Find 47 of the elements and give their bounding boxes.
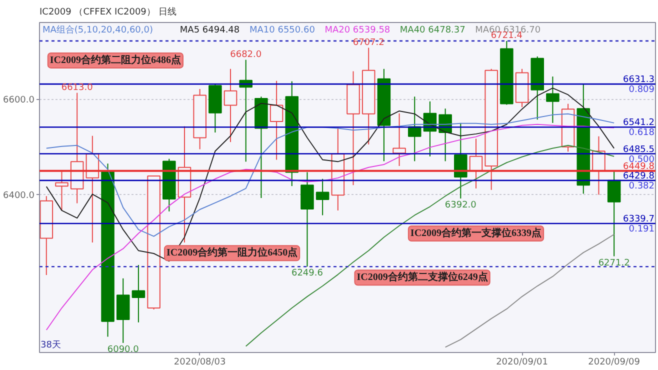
x-tick-label: 2020/09/01	[496, 358, 548, 368]
x-tick-label: 2020/09/09	[588, 358, 640, 368]
ref-line-label: 6429.8	[623, 171, 655, 182]
ref-line-label: 6449.8	[623, 162, 655, 172]
candlestick	[270, 80, 284, 160]
annotation: 6682.0	[230, 50, 262, 60]
chart-title: IC2009 （CFFEX IC2009） 日线	[40, 6, 176, 18]
ref-line-label: 6541.2	[623, 118, 655, 128]
candlestick	[469, 138, 483, 189]
candlestick	[132, 264, 146, 323]
annotation: IC2009合约第一支撑位6339点	[410, 227, 542, 240]
ref-line-label: 6485.5	[623, 144, 655, 155]
annotation: 0.382	[628, 181, 654, 192]
candlestick	[454, 122, 468, 199]
annotation: IC2009合约第二阻力位6486点	[50, 54, 182, 66]
annotation: 6613.0	[61, 82, 94, 93]
y-tick-label: 6400.0	[3, 191, 35, 202]
candlestick	[346, 70, 360, 186]
ref-line-label: 6631.3	[623, 75, 655, 86]
annotation: 6249.6	[291, 268, 324, 279]
annotation: 0.191	[628, 224, 654, 235]
candlestick	[607, 170, 621, 257]
ref-line-label: 6339.7	[623, 214, 655, 225]
annotation: 38天	[40, 340, 61, 350]
text: MA40 6478.37	[400, 26, 466, 36]
annotation: 6707.2	[352, 38, 384, 48]
text: MA10 6550.60	[250, 26, 316, 36]
y-tick-label: 6600.0	[3, 96, 35, 106]
chart-subtitle: MA组合(5,10,20,40,60,0)	[42, 24, 154, 36]
annotation: IC2009合约第一阻力位6450点	[166, 246, 298, 259]
line-series	[46, 113, 615, 237]
candlestick	[377, 68, 391, 162]
annotation: 0.809	[628, 85, 655, 96]
candlestick	[316, 178, 330, 216]
x-tick-label: 2020/08/03	[174, 358, 226, 368]
annotation: IC2009合约第二支撑位6249点	[356, 271, 488, 284]
candlestick	[55, 171, 68, 211]
candlestick	[116, 278, 130, 344]
candlestick	[546, 76, 560, 124]
candlestick	[224, 68, 238, 143]
annotation: 6271.2	[598, 258, 630, 268]
annotation: 6392.0	[444, 200, 477, 210]
candlestick	[362, 47, 376, 145]
annotation: 0.618	[628, 128, 655, 138]
text: MA20 6539.58	[324, 26, 390, 36]
text: MA5 6494.48	[180, 26, 240, 36]
candlestick	[300, 172, 314, 268]
